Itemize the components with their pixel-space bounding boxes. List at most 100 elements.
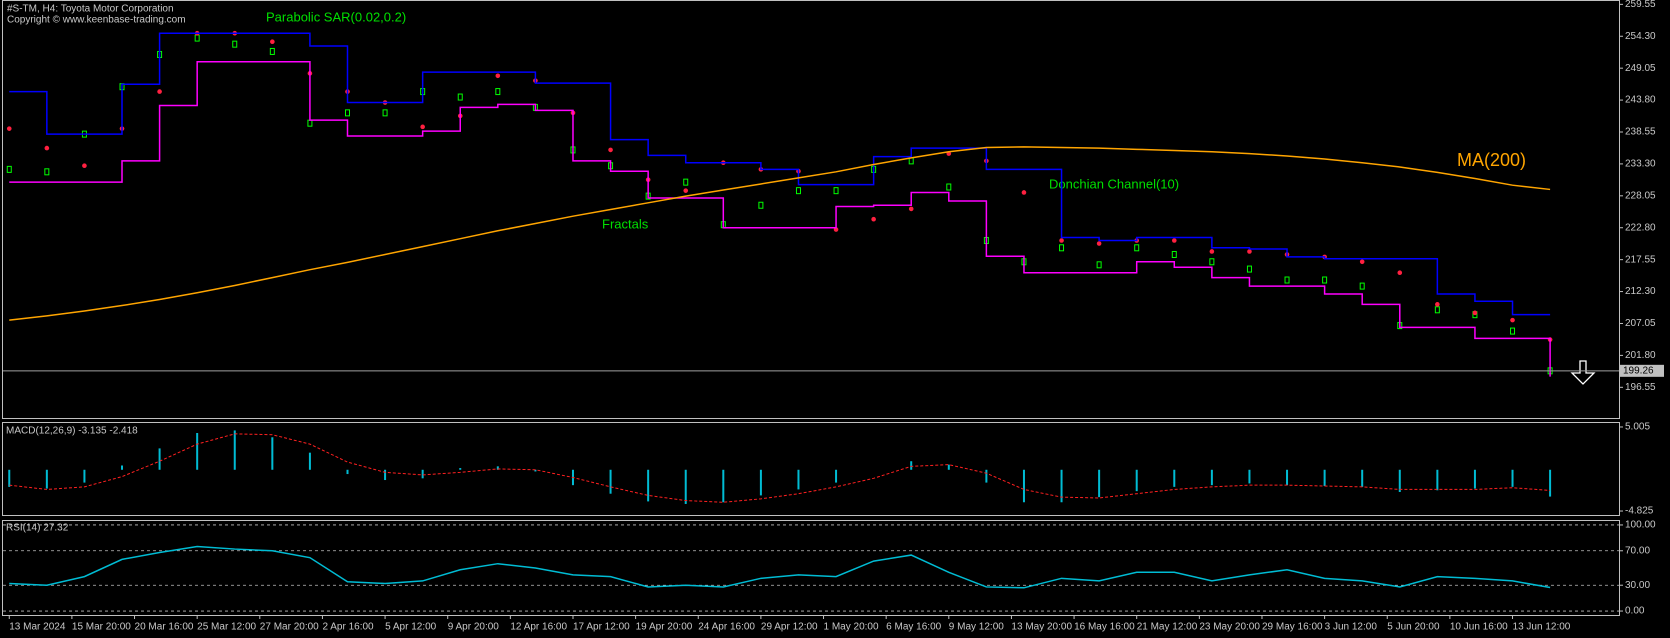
series-line bbox=[9, 545, 1551, 589]
macd-bar bbox=[45, 469, 48, 489]
macd-bar bbox=[1173, 469, 1176, 487]
macd-bar bbox=[421, 469, 424, 479]
price-bar bbox=[758, 201, 764, 209]
macd-bar bbox=[759, 469, 762, 496]
sar-dot bbox=[871, 216, 876, 222]
price-bar bbox=[1134, 244, 1140, 252]
series-line bbox=[9, 61, 1551, 377]
price-bar bbox=[1096, 261, 1102, 269]
macd-bar bbox=[1135, 469, 1138, 492]
price-bar bbox=[382, 109, 388, 117]
macd-bar bbox=[947, 464, 950, 470]
sar-dot bbox=[1510, 317, 1515, 323]
x-tick-label: 17 Apr 12:00 bbox=[573, 622, 630, 633]
price-bar bbox=[44, 168, 50, 176]
copyright: Copyright © www.keenbase-trading.com bbox=[7, 15, 186, 26]
price-bar bbox=[1246, 265, 1252, 273]
x-tick-label: 6 May 16:00 bbox=[886, 622, 941, 633]
x-tick-label: 1 May 20:00 bbox=[824, 622, 879, 633]
sar-dot bbox=[608, 147, 613, 153]
macd-bar bbox=[496, 466, 499, 470]
macd-bar bbox=[609, 469, 612, 494]
y-tick-label: 201.80 bbox=[1625, 350, 1656, 361]
x-tick-label: 21 May 12:00 bbox=[1137, 622, 1198, 633]
macd-bar bbox=[1248, 469, 1251, 484]
sar-dot bbox=[1472, 310, 1478, 316]
price-bar bbox=[683, 178, 689, 186]
macd-bar bbox=[1398, 469, 1401, 492]
series-line bbox=[9, 146, 1551, 321]
x-tick-label: 13 Jun 12:00 bbox=[1513, 622, 1571, 633]
y-tick-label: 30.00 bbox=[1625, 580, 1650, 591]
x-tick-label: 13 May 20:00 bbox=[1011, 622, 1072, 633]
sar-dot bbox=[420, 124, 425, 130]
price-bar bbox=[344, 109, 350, 117]
sar-dot bbox=[157, 89, 162, 94]
macd-bar bbox=[196, 433, 199, 470]
rsi-panel-frame bbox=[2, 520, 1620, 616]
sar-dot bbox=[1359, 259, 1365, 265]
last-price-label: 199.26 bbox=[1623, 365, 1654, 376]
macd-bar bbox=[985, 469, 988, 483]
x-tick-label: 20 Mar 16:00 bbox=[135, 622, 194, 633]
y-tick-label: -4.825 bbox=[1625, 506, 1654, 517]
y-tick-label: 233.30 bbox=[1625, 159, 1656, 170]
macd-bar bbox=[1210, 469, 1213, 486]
sar-dot bbox=[270, 39, 275, 45]
ma-label: MA(200) bbox=[1457, 150, 1526, 170]
x-tick-label: 2 Apr 16:00 bbox=[322, 622, 374, 633]
x-tick-label: 23 May 20:00 bbox=[1199, 622, 1260, 633]
x-tick-label: 16 May 16:00 bbox=[1074, 622, 1135, 633]
x-tick-label: 3 Jun 12:00 bbox=[1325, 622, 1378, 633]
chart-title: #S-TM, H4: Toyota Motor Corporation bbox=[7, 4, 174, 15]
price-bar bbox=[1059, 244, 1065, 252]
price-bar bbox=[946, 183, 952, 191]
macd-bar bbox=[121, 465, 124, 470]
macd-panel-frame bbox=[2, 422, 1620, 516]
x-tick-label: 10 Jun 16:00 bbox=[1450, 622, 1508, 633]
y-tick-label: 254.30 bbox=[1625, 31, 1656, 42]
fractals-label: Fractals bbox=[602, 216, 649, 231]
price-bar bbox=[1171, 250, 1177, 258]
macd-bar bbox=[534, 469, 537, 472]
macd-bar bbox=[1473, 469, 1476, 489]
x-tick-label: 19 Apr 20:00 bbox=[636, 622, 693, 633]
macd-bar bbox=[1361, 469, 1364, 487]
price-bar bbox=[269, 47, 275, 55]
y-tick-label: 259.55 bbox=[1625, 0, 1656, 10]
y-tick-label: 228.05 bbox=[1625, 190, 1656, 201]
rsi-title: RSI(14) 27.32 bbox=[6, 523, 69, 534]
price-bar bbox=[833, 187, 839, 195]
macd-bar bbox=[233, 430, 236, 470]
y-tick-label: 207.05 bbox=[1625, 318, 1656, 329]
x-tick-label: 12 Apr 16:00 bbox=[510, 622, 567, 633]
x-tick-label: 13 Mar 2024 bbox=[9, 622, 66, 633]
macd-bar bbox=[83, 469, 86, 483]
last-price-box bbox=[1620, 364, 1664, 377]
sar-dot bbox=[1435, 302, 1440, 307]
y-tick-label: 5.005 bbox=[1625, 422, 1650, 433]
y-tick-label: 196.55 bbox=[1625, 382, 1656, 393]
y-tick-label: 249.05 bbox=[1625, 63, 1656, 74]
sar-dot bbox=[495, 73, 501, 79]
price-bar bbox=[1510, 327, 1516, 335]
y-tick-label: 70.00 bbox=[1625, 545, 1650, 556]
sar-dot bbox=[6, 126, 12, 131]
macd-title: MACD(12,26,9) -3.135 -2.418 bbox=[6, 426, 138, 437]
macd-bar bbox=[346, 469, 349, 475]
macd-bar bbox=[158, 448, 161, 470]
macd-bar bbox=[1511, 469, 1514, 487]
x-tick-label: 25 Mar 12:00 bbox=[197, 622, 256, 633]
macd-bar bbox=[684, 469, 687, 504]
sar-dot bbox=[683, 188, 689, 193]
series-line bbox=[9, 32, 1551, 316]
macd-bar bbox=[271, 437, 274, 470]
price-bar bbox=[795, 187, 801, 195]
sar-dot bbox=[908, 206, 914, 212]
macd-bar bbox=[384, 469, 387, 481]
y-tick-label: 222.80 bbox=[1625, 222, 1656, 233]
sar-dot bbox=[1397, 270, 1403, 276]
x-tick-label: 9 May 12:00 bbox=[949, 622, 1004, 633]
price-bar bbox=[194, 34, 200, 42]
